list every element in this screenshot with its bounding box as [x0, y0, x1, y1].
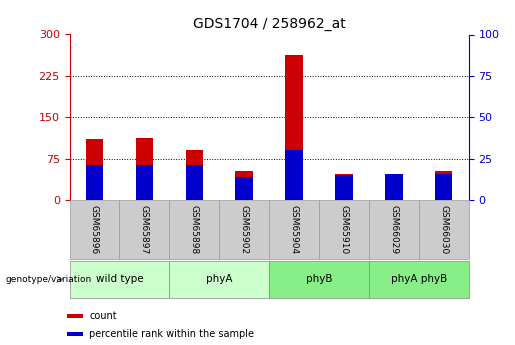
Bar — [335, 175, 353, 200]
Text: genotype/variation: genotype/variation — [5, 275, 91, 284]
Bar — [385, 177, 403, 200]
Bar — [119, 200, 169, 259]
Bar — [285, 56, 303, 200]
Text: GSM65902: GSM65902 — [239, 205, 249, 254]
Text: GSM66029: GSM66029 — [389, 205, 398, 254]
Text: GSM65910: GSM65910 — [339, 205, 349, 254]
Bar — [70, 200, 119, 259]
Bar — [85, 139, 103, 200]
Bar — [369, 200, 419, 259]
Bar — [185, 165, 203, 200]
Text: phyB: phyB — [306, 275, 332, 284]
Bar — [269, 200, 319, 259]
Text: GSM66030: GSM66030 — [439, 205, 448, 254]
Bar — [319, 200, 369, 259]
Bar — [235, 171, 253, 200]
Text: percentile rank within the sample: percentile rank within the sample — [89, 329, 254, 339]
Bar — [67, 332, 83, 336]
Text: phyA: phyA — [206, 275, 232, 284]
Text: GSM65896: GSM65896 — [90, 205, 99, 254]
Bar — [335, 174, 353, 200]
Bar — [169, 200, 219, 259]
Bar — [169, 261, 269, 298]
Bar — [185, 150, 203, 200]
Text: phyA phyB: phyA phyB — [391, 275, 447, 284]
Bar — [435, 171, 453, 200]
Bar — [419, 200, 469, 259]
Bar — [70, 261, 169, 298]
Bar — [219, 200, 269, 259]
Bar — [285, 150, 303, 200]
Text: GSM65897: GSM65897 — [140, 205, 149, 254]
Bar — [135, 138, 153, 200]
Bar — [235, 177, 253, 200]
Text: wild type: wild type — [96, 275, 143, 284]
Text: count: count — [89, 311, 117, 321]
Bar — [85, 165, 103, 200]
Bar — [135, 165, 153, 200]
Bar — [67, 314, 83, 318]
Text: GSM65904: GSM65904 — [289, 205, 299, 254]
Title: GDS1704 / 258962_at: GDS1704 / 258962_at — [193, 17, 346, 31]
Bar — [369, 261, 469, 298]
Text: GSM65898: GSM65898 — [190, 205, 199, 254]
Bar — [385, 174, 403, 200]
Bar — [269, 261, 369, 298]
Bar — [435, 174, 453, 200]
